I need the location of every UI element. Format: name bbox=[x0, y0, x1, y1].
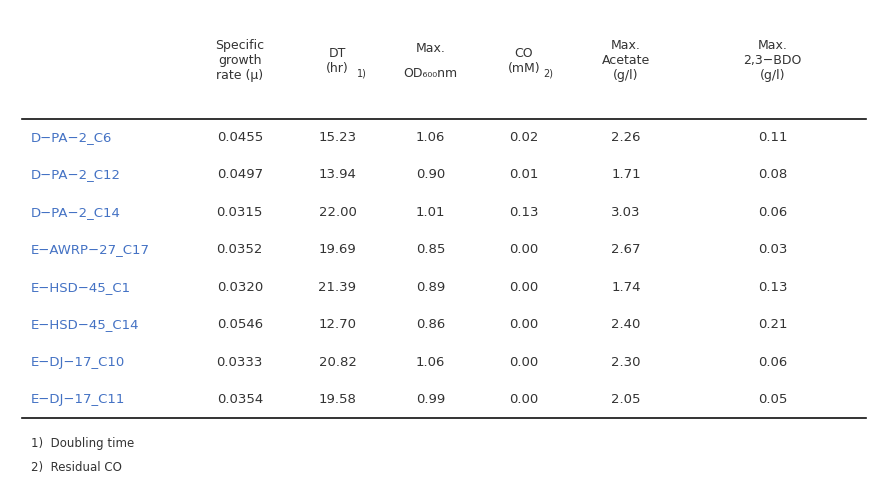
Text: 0.21: 0.21 bbox=[757, 318, 788, 331]
Text: 19.58: 19.58 bbox=[319, 393, 356, 406]
Text: 1)  Doubling time: 1) Doubling time bbox=[31, 437, 134, 449]
Text: 15.23: 15.23 bbox=[319, 131, 356, 144]
Text: 1): 1) bbox=[357, 68, 367, 78]
Text: 0.0320: 0.0320 bbox=[217, 281, 263, 294]
Text: D−PA−2_C12: D−PA−2_C12 bbox=[31, 168, 121, 182]
Text: 1.01: 1.01 bbox=[416, 206, 446, 219]
Text: 0.03: 0.03 bbox=[757, 244, 788, 256]
Text: 2.05: 2.05 bbox=[611, 393, 641, 406]
Text: 2)  Residual CO: 2) Residual CO bbox=[31, 461, 122, 474]
Text: Max.
2,3−BDO
(g/l): Max. 2,3−BDO (g/l) bbox=[743, 39, 802, 82]
Text: 0.0455: 0.0455 bbox=[217, 131, 263, 144]
Text: Max.: Max. bbox=[416, 42, 446, 55]
Text: 0.86: 0.86 bbox=[416, 318, 445, 331]
Text: Max.
Acetate
(g/l): Max. Acetate (g/l) bbox=[602, 39, 650, 82]
Text: 2.26: 2.26 bbox=[611, 131, 641, 144]
Text: 0.0546: 0.0546 bbox=[217, 318, 263, 331]
Text: 0.02: 0.02 bbox=[509, 131, 539, 144]
Text: 22.00: 22.00 bbox=[319, 206, 356, 219]
Text: 20.82: 20.82 bbox=[319, 355, 356, 369]
Text: OD₆₀₀nm: OD₆₀₀nm bbox=[404, 66, 457, 80]
Text: 0.00: 0.00 bbox=[510, 318, 538, 331]
Text: 0.89: 0.89 bbox=[416, 281, 445, 294]
Text: 13.94: 13.94 bbox=[319, 168, 356, 182]
Text: 0.11: 0.11 bbox=[757, 131, 788, 144]
Text: 0.13: 0.13 bbox=[509, 206, 539, 219]
Text: 0.05: 0.05 bbox=[757, 393, 788, 406]
Text: DT
(hr): DT (hr) bbox=[326, 47, 349, 75]
Text: 1.71: 1.71 bbox=[611, 168, 641, 182]
Text: E−DJ−17_C11: E−DJ−17_C11 bbox=[31, 393, 125, 406]
Text: 0.85: 0.85 bbox=[416, 244, 446, 256]
Text: 19.69: 19.69 bbox=[319, 244, 356, 256]
Text: 0.00: 0.00 bbox=[510, 393, 538, 406]
Text: 0.08: 0.08 bbox=[758, 168, 787, 182]
Text: D−PA−2_C6: D−PA−2_C6 bbox=[31, 131, 113, 144]
Text: 0.06: 0.06 bbox=[758, 206, 787, 219]
Text: 2): 2) bbox=[543, 68, 553, 78]
Text: E−HSD−45_C1: E−HSD−45_C1 bbox=[31, 281, 131, 294]
Text: 2.67: 2.67 bbox=[611, 244, 641, 256]
Text: D−PA−2_C14: D−PA−2_C14 bbox=[31, 206, 121, 219]
Text: 0.00: 0.00 bbox=[510, 281, 538, 294]
Text: 0.0333: 0.0333 bbox=[217, 355, 263, 369]
Text: 1.06: 1.06 bbox=[416, 355, 446, 369]
Text: 0.0352: 0.0352 bbox=[217, 244, 263, 256]
Text: 12.70: 12.70 bbox=[319, 318, 356, 331]
Text: 0.90: 0.90 bbox=[416, 168, 445, 182]
Text: 2.40: 2.40 bbox=[611, 318, 641, 331]
Text: E−HSD−45_C14: E−HSD−45_C14 bbox=[31, 318, 139, 331]
Text: 2.30: 2.30 bbox=[611, 355, 641, 369]
Text: 0.0497: 0.0497 bbox=[217, 168, 263, 182]
Text: E−AWRP−27_C17: E−AWRP−27_C17 bbox=[31, 244, 150, 256]
Text: 1.06: 1.06 bbox=[416, 131, 446, 144]
Text: 0.06: 0.06 bbox=[758, 355, 787, 369]
Text: 0.01: 0.01 bbox=[509, 168, 539, 182]
Text: 0.0354: 0.0354 bbox=[217, 393, 263, 406]
Text: 0.0315: 0.0315 bbox=[217, 206, 263, 219]
Text: 0.00: 0.00 bbox=[510, 355, 538, 369]
Text: E−DJ−17_C10: E−DJ−17_C10 bbox=[31, 355, 125, 369]
Text: 21.39: 21.39 bbox=[319, 281, 356, 294]
Text: Specific
growth
rate (μ): Specific growth rate (μ) bbox=[215, 39, 265, 82]
Text: 3.03: 3.03 bbox=[611, 206, 641, 219]
Text: 0.00: 0.00 bbox=[510, 244, 538, 256]
Text: 0.99: 0.99 bbox=[416, 393, 445, 406]
Text: 0.13: 0.13 bbox=[757, 281, 788, 294]
Text: CO
(mM): CO (mM) bbox=[508, 47, 540, 75]
Text: 1.74: 1.74 bbox=[611, 281, 641, 294]
